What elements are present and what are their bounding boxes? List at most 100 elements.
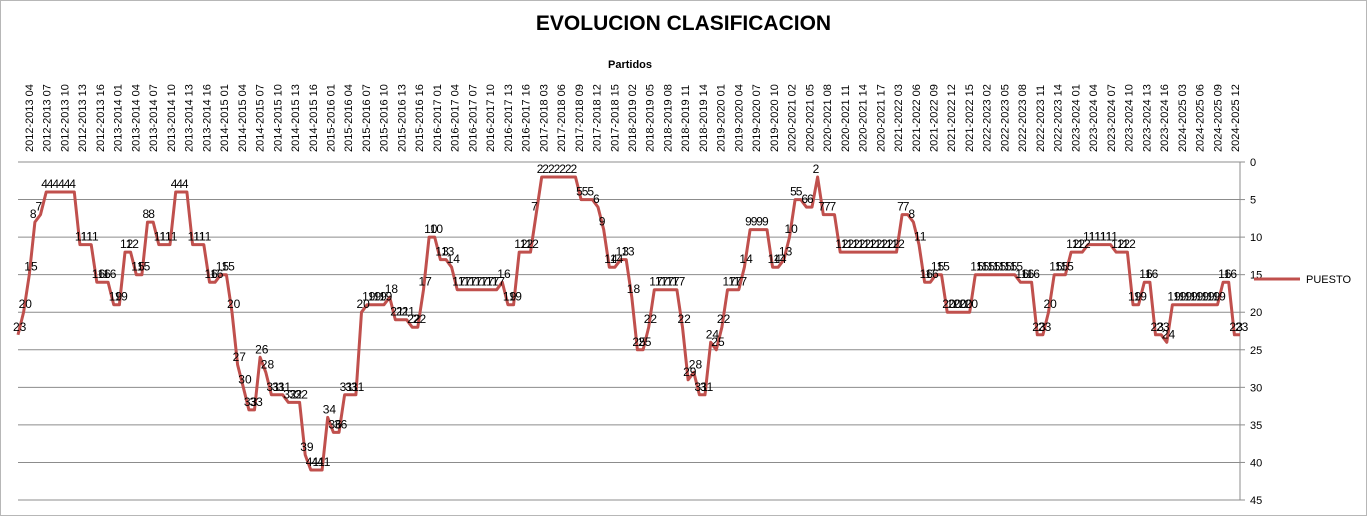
data-label: 34 — [323, 402, 337, 416]
data-label: 31 — [345, 380, 359, 394]
data-label: 15 — [982, 260, 996, 274]
data-label: 11 — [159, 230, 172, 244]
data-label: 20 — [965, 297, 979, 311]
data-label: 14 — [447, 252, 461, 266]
data-label: 16 — [1021, 267, 1035, 281]
data-label: 2 — [548, 162, 555, 176]
data-label: 22 — [407, 312, 421, 326]
y-tick-label: 5 — [1250, 195, 1256, 207]
x-tick-label: 2023-2024 04 — [1088, 84, 1100, 152]
x-tick-label: 2018-2019 11 — [680, 85, 692, 152]
data-label: 41 — [317, 455, 331, 469]
data-label: 5 — [576, 185, 583, 199]
data-label: 19 — [1196, 290, 1210, 304]
data-label: 7 — [818, 200, 825, 214]
data-label: 15 — [1004, 260, 1018, 274]
data-label: 20 — [942, 297, 956, 311]
x-tick-label: 2014-2015 04 — [237, 84, 249, 152]
x-tick-label: 2017-2018 15 — [609, 84, 621, 152]
x-tick-label: 2019-2020 10 — [769, 84, 781, 152]
data-label: 13 — [621, 245, 635, 259]
data-label: 17 — [486, 275, 500, 289]
x-tick-label: 2015-2016 01 — [326, 84, 338, 152]
data-label: 33 — [244, 395, 258, 409]
data-label: 31 — [700, 380, 714, 394]
x-tick-label: 2015-2016 07 — [361, 84, 373, 152]
y-tick-label: 0 — [1250, 157, 1256, 169]
data-label: 41 — [312, 455, 326, 469]
x-tick-label: 2019-2020 04 — [733, 84, 745, 152]
data-label: 15 — [931, 260, 945, 274]
data-label: 15 — [24, 260, 38, 274]
x-tick-label: 2014-2015 16 — [308, 84, 320, 152]
x-tick-label: 2020-2021 08 — [822, 84, 834, 152]
data-label: 19 — [373, 290, 387, 304]
data-label: 14 — [768, 252, 782, 266]
x-tick-label: 2022-2023 08 — [1017, 84, 1029, 152]
x-tick-label: 2024-2025 06 — [1195, 84, 1207, 152]
data-label: 20 — [227, 297, 241, 311]
data-label: 8 — [143, 207, 150, 221]
x-tick-label: 2015-2016 10 — [379, 84, 391, 152]
data-label: 12 — [526, 237, 540, 251]
chart-title: EVOLUCION CLASIFICACION — [535, 12, 832, 35]
data-label: 17 — [728, 275, 742, 289]
x-tick-label: 2023-2024 07 — [1106, 84, 1118, 152]
data-label: 19 — [1173, 290, 1187, 304]
data-label: 12 — [846, 237, 860, 251]
data-label: 11 — [1106, 230, 1119, 244]
data-label: 24 — [706, 327, 720, 341]
data-label: 12 — [1072, 237, 1086, 251]
data-label: 11 — [154, 230, 167, 244]
data-label: 27 — [233, 350, 247, 364]
data-label: 12 — [520, 237, 534, 251]
data-label: 16 — [920, 267, 934, 281]
data-label: 19 — [368, 290, 382, 304]
data-label: 29 — [683, 365, 697, 379]
data-label: 19 — [1213, 290, 1227, 304]
data-label: 11 — [199, 230, 212, 244]
x-tick-label: 2021-2022 12 — [946, 84, 958, 152]
y-tick-label: 10 — [1250, 232, 1262, 244]
legend: PUESTO — [1254, 274, 1351, 286]
data-label: 17 — [419, 275, 433, 289]
data-label: 9 — [751, 215, 758, 229]
data-label: 23 — [13, 320, 27, 334]
x-tick-label: 2012-2013 10 — [60, 84, 72, 152]
data-label: 4 — [182, 177, 189, 191]
data-label: 16 — [1139, 267, 1153, 281]
data-label: 11 — [75, 230, 88, 244]
data-label: 7 — [824, 200, 831, 214]
data-label: 12 — [835, 237, 849, 251]
data-label: 11 — [1083, 230, 1096, 244]
x-tick-label: 2023-2024 10 — [1124, 84, 1136, 152]
x-tick-label: 2023-2024 16 — [1159, 84, 1171, 152]
data-label: 15 — [1049, 260, 1063, 274]
data-label: 5 — [587, 185, 594, 199]
x-tick-label: 2017-2018 03 — [538, 84, 550, 152]
data-label: 16 — [1218, 267, 1232, 281]
x-axis-title: Partidos — [607, 59, 652, 71]
data-label: 16 — [1145, 267, 1159, 281]
data-label: 32 — [283, 387, 297, 401]
y-tick-label: 35 — [1250, 420, 1262, 432]
data-label: 12 — [1111, 237, 1125, 251]
data-label: 15 — [993, 260, 1007, 274]
data-label: 6 — [807, 192, 814, 206]
data-label: 22 — [644, 312, 658, 326]
y-tick-label: 25 — [1250, 345, 1262, 357]
data-label: 4 — [171, 177, 178, 191]
data-label: 28 — [689, 357, 703, 371]
x-tick-label: 2014-2015 01 — [219, 84, 231, 152]
data-label: 28 — [261, 357, 275, 371]
y-tick-label: 30 — [1250, 382, 1262, 394]
data-label: 15 — [137, 260, 151, 274]
data-label: 2 — [542, 162, 549, 176]
y-tick-label: 40 — [1250, 457, 1262, 469]
x-tick-label: 2018-2019 14 — [698, 84, 710, 152]
legend-label-puesto: PUESTO — [1306, 274, 1351, 286]
data-label: 23 — [1151, 320, 1165, 334]
data-label: 20 — [959, 297, 973, 311]
